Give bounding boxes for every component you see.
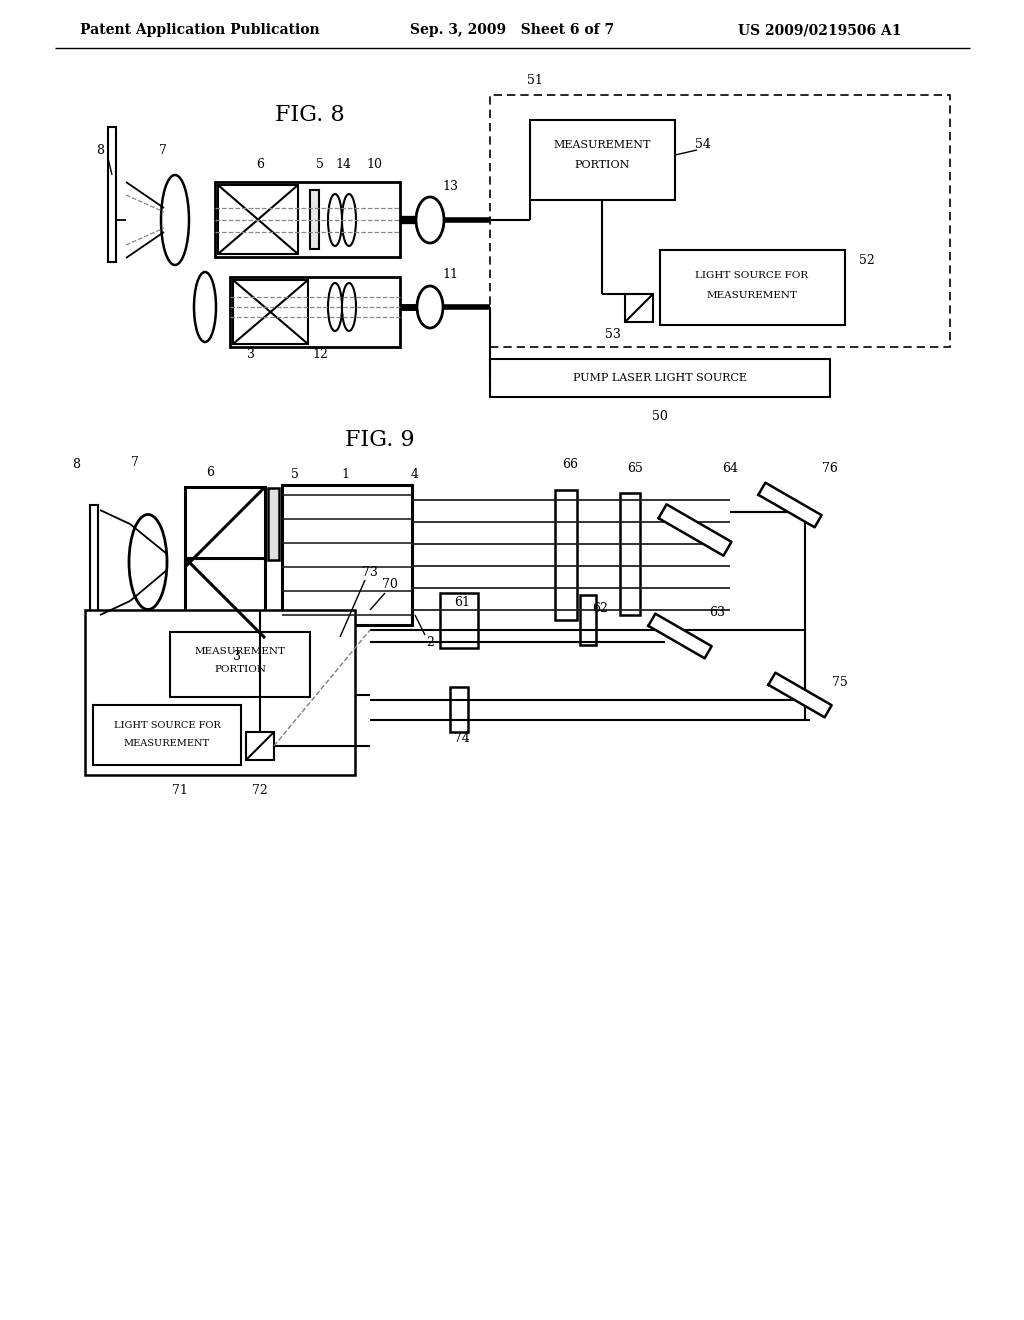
Polygon shape [759, 483, 821, 527]
Text: LIGHT SOURCE FOR: LIGHT SOURCE FOR [114, 721, 220, 730]
Text: 5: 5 [291, 469, 299, 482]
Ellipse shape [161, 176, 189, 265]
Text: 72: 72 [252, 784, 268, 797]
Bar [268, 488, 279, 560]
Text: MEASUREMENT: MEASUREMENT [707, 290, 798, 300]
Bar [620, 492, 640, 615]
Bar [490, 95, 950, 347]
Bar [93, 705, 241, 766]
Text: 4: 4 [411, 469, 419, 482]
Ellipse shape [328, 194, 342, 246]
Text: 62: 62 [592, 602, 608, 615]
Bar [282, 484, 412, 624]
Bar [440, 593, 478, 648]
Text: 8: 8 [72, 458, 80, 471]
Bar [185, 558, 265, 638]
Text: 2: 2 [426, 636, 434, 649]
Bar [85, 610, 355, 775]
Text: 3: 3 [233, 651, 241, 664]
Text: 74: 74 [454, 731, 470, 744]
Text: 1: 1 [341, 469, 349, 482]
Text: FIG. 9: FIG. 9 [345, 429, 415, 451]
Bar [625, 294, 653, 322]
Text: 65: 65 [627, 462, 643, 474]
Ellipse shape [342, 282, 356, 331]
Bar [530, 120, 675, 201]
Text: 70: 70 [382, 578, 398, 591]
Text: FIG. 8: FIG. 8 [275, 104, 345, 125]
Text: 63: 63 [709, 606, 725, 619]
Text: Sep. 3, 2009   Sheet 6 of 7: Sep. 3, 2009 Sheet 6 of 7 [410, 22, 614, 37]
Text: MEASUREMENT: MEASUREMENT [195, 647, 286, 656]
Text: MEASUREMENT: MEASUREMENT [124, 738, 210, 747]
Bar [246, 733, 274, 760]
Text: 53: 53 [605, 327, 621, 341]
Bar [90, 506, 98, 615]
Bar [218, 185, 298, 253]
Text: 6: 6 [206, 466, 214, 479]
Text: 50: 50 [652, 411, 668, 424]
Polygon shape [658, 504, 731, 556]
Ellipse shape [416, 197, 444, 243]
Ellipse shape [328, 282, 342, 331]
Bar [310, 190, 319, 249]
Text: 14: 14 [335, 158, 351, 172]
Text: 10: 10 [366, 158, 382, 172]
Bar [215, 182, 400, 257]
Text: 54: 54 [695, 139, 711, 152]
Text: 3: 3 [247, 347, 255, 360]
Text: 51: 51 [527, 74, 543, 87]
Text: 52: 52 [859, 253, 874, 267]
Text: 5: 5 [316, 158, 324, 172]
Text: 12: 12 [312, 347, 328, 360]
Polygon shape [768, 673, 831, 717]
Text: 8: 8 [96, 144, 104, 157]
Text: 76: 76 [822, 462, 838, 474]
Text: 73: 73 [362, 565, 378, 578]
Text: PORTION: PORTION [574, 160, 630, 170]
Polygon shape [648, 614, 712, 659]
Text: LIGHT SOURCE FOR: LIGHT SOURCE FOR [695, 271, 809, 280]
Ellipse shape [417, 286, 443, 327]
Text: 64: 64 [722, 462, 738, 474]
Bar [555, 490, 577, 620]
Text: 7: 7 [159, 144, 167, 157]
Text: PORTION: PORTION [214, 665, 266, 675]
Ellipse shape [342, 194, 356, 246]
Text: 11: 11 [442, 268, 458, 281]
Text: MEASUREMENT: MEASUREMENT [553, 140, 650, 150]
Text: 7: 7 [131, 455, 139, 469]
Text: 13: 13 [442, 180, 458, 193]
Bar [660, 249, 845, 325]
Text: 66: 66 [562, 458, 578, 471]
Text: 61: 61 [454, 595, 470, 609]
Text: 6: 6 [256, 158, 264, 172]
Text: US 2009/0219506 A1: US 2009/0219506 A1 [738, 22, 902, 37]
Text: Patent Application Publication: Patent Application Publication [80, 22, 319, 37]
Bar [170, 632, 310, 697]
Bar [233, 280, 308, 345]
Bar [108, 127, 116, 261]
Bar [230, 277, 400, 347]
Ellipse shape [129, 515, 167, 610]
Text: 71: 71 [172, 784, 188, 797]
Bar [185, 487, 265, 568]
Ellipse shape [194, 272, 216, 342]
Text: 75: 75 [833, 676, 848, 689]
Text: PUMP LASER LIGHT SOURCE: PUMP LASER LIGHT SOURCE [573, 374, 746, 383]
Bar [490, 359, 830, 397]
Bar [580, 595, 596, 645]
Bar [450, 686, 468, 733]
